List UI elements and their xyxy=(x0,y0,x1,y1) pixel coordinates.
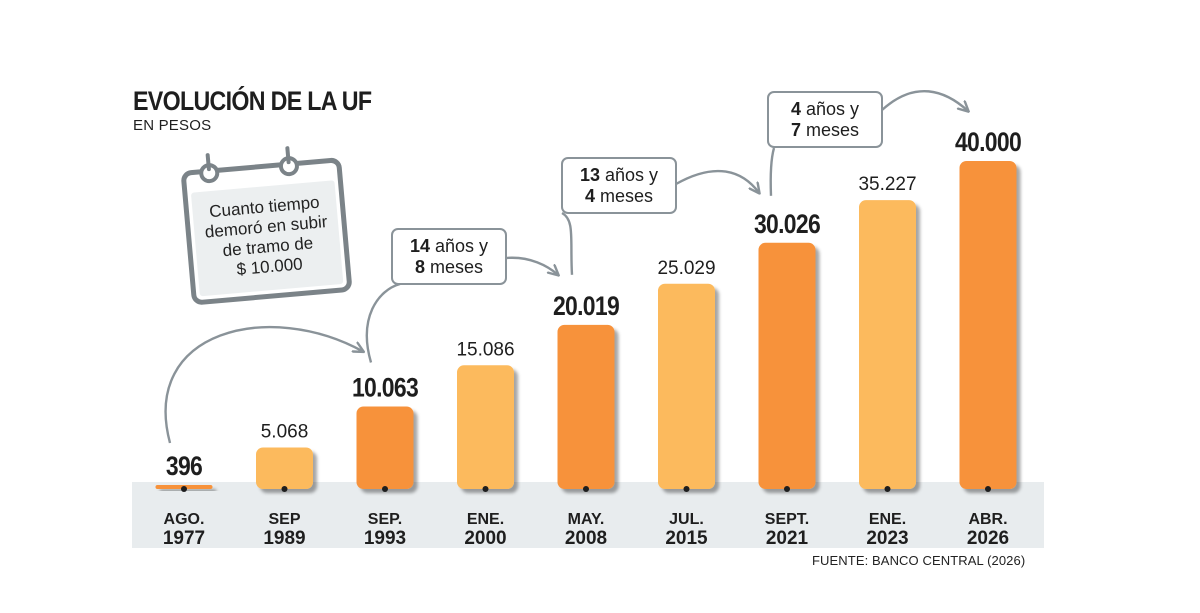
axis-dot xyxy=(583,486,589,492)
annotation-text: 8 meses xyxy=(415,257,483,277)
arrow-arc xyxy=(769,147,776,196)
tick-label: 2000 xyxy=(464,528,506,549)
value-label: 40.000 xyxy=(955,127,1021,157)
tick-label: 2023 xyxy=(866,528,908,549)
annotation-box xyxy=(561,157,677,214)
value-label: 35.227 xyxy=(858,174,916,195)
bar xyxy=(758,242,816,489)
axis-dot xyxy=(181,486,187,492)
arrow-arc xyxy=(365,282,401,363)
axis-dot xyxy=(784,486,790,492)
tick-label: JUL. xyxy=(669,511,704,528)
tick-label: 1977 xyxy=(163,528,205,549)
tick-label: ABR. xyxy=(968,511,1007,528)
tick-label: 2026 xyxy=(967,528,1009,549)
axis-dot xyxy=(683,486,690,492)
annotation-text: 13 años y xyxy=(580,165,658,185)
tick-label: 2015 xyxy=(665,528,708,549)
arrow-arc xyxy=(164,325,363,444)
bar xyxy=(959,161,1017,489)
axis-band xyxy=(132,482,1044,548)
tick-label: SEP. xyxy=(368,511,402,528)
value-label: 5.068 xyxy=(261,421,309,442)
axis-dot xyxy=(482,486,489,492)
axis-dot xyxy=(985,486,991,492)
annotation-box xyxy=(767,91,883,148)
tick-label: ENE. xyxy=(467,511,504,528)
bar xyxy=(256,447,313,489)
arrow-arc xyxy=(505,256,558,275)
arrow-arc xyxy=(675,169,759,193)
tick-label: 2021 xyxy=(766,528,809,549)
arrow-arc xyxy=(881,89,968,111)
calendar-ring-bar xyxy=(205,153,211,172)
tick-label: ENE. xyxy=(869,511,906,528)
axis-dot xyxy=(382,486,388,492)
tick-label: SEP xyxy=(268,511,300,528)
calendar-page xyxy=(191,180,344,297)
axis-dot xyxy=(884,486,891,492)
value-label: 15.086 xyxy=(456,339,514,360)
annotation-text: 4 meses xyxy=(585,186,653,206)
annotation-box xyxy=(391,228,507,285)
tick-label: 2008 xyxy=(565,528,607,549)
bar xyxy=(356,406,414,489)
tick-label: MAY. xyxy=(568,511,605,528)
annotation-text: 14 años y xyxy=(410,236,488,256)
bar xyxy=(457,365,514,489)
tick-label: 1989 xyxy=(263,528,305,549)
value-label: 20.019 xyxy=(553,291,619,321)
bar xyxy=(557,324,615,489)
annotation-text: 4 años y xyxy=(791,99,859,119)
annotation-text: 7 meses xyxy=(791,120,859,140)
source-note: FUENTE: BANCO CENTRAL (2026) xyxy=(812,553,1026,568)
value-label: 25.029 xyxy=(657,258,715,279)
tick-label: 1993 xyxy=(364,528,406,549)
tick-label: SEPT. xyxy=(765,511,809,528)
arrow-arc xyxy=(561,211,574,275)
chart-title: EVOLUCIÓN DE LA UF xyxy=(133,86,372,116)
chart-subtitle: EN PESOS xyxy=(133,117,212,134)
calendar-ring-bar xyxy=(285,146,291,165)
value-label: 30.026 xyxy=(754,209,821,239)
bar xyxy=(658,283,715,489)
bar xyxy=(859,200,916,489)
value-label: 10.063 xyxy=(352,373,419,403)
tick-label: AGO. xyxy=(164,511,205,528)
value-label: 396 xyxy=(166,451,203,481)
axis-dot xyxy=(281,486,288,492)
